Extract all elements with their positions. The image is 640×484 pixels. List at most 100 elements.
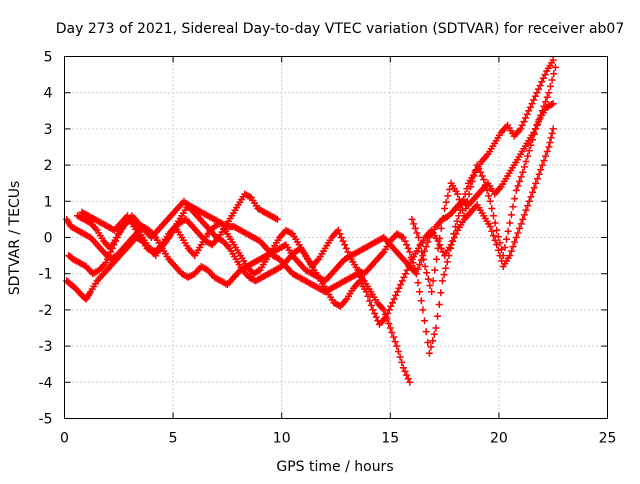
data-point xyxy=(395,284,403,292)
data-point-interp xyxy=(448,237,456,245)
y-tick-label: -1 xyxy=(39,267,53,283)
data-point-interp xyxy=(462,205,470,212)
data-point-interp xyxy=(401,367,409,375)
data-point-interp xyxy=(418,248,426,256)
y-tick-label: 2 xyxy=(44,158,53,174)
data-point-interp xyxy=(501,244,509,251)
data-point xyxy=(399,364,407,372)
data-point xyxy=(499,252,507,260)
data-point-interp xyxy=(470,172,478,180)
data-point-interp xyxy=(424,339,432,346)
y-tick-label: 4 xyxy=(44,86,53,102)
data-point-interp xyxy=(533,89,541,97)
data-point-interp xyxy=(405,263,413,270)
data-point-interp xyxy=(481,181,489,189)
data-point xyxy=(369,306,377,314)
data-point-interp xyxy=(548,76,556,84)
data-point-interp xyxy=(527,141,535,149)
data-point xyxy=(386,324,394,332)
data-point xyxy=(549,100,557,108)
data-point-interp xyxy=(404,244,412,252)
data-point-interp xyxy=(397,281,405,289)
data-point-interp xyxy=(339,237,347,245)
data-point-interp xyxy=(419,255,427,263)
data-point-interp xyxy=(429,337,437,345)
data-point xyxy=(406,248,414,256)
data-point-interp xyxy=(385,320,393,327)
data-point-interp xyxy=(511,238,519,246)
data-point-interp xyxy=(367,301,375,309)
data-point-interp xyxy=(534,175,541,183)
data-point-interp xyxy=(507,211,515,219)
data-point xyxy=(425,349,433,357)
data-point-interp xyxy=(494,233,502,241)
data-point-interp xyxy=(439,248,447,256)
data-point-interp xyxy=(516,177,523,185)
data-point-interp xyxy=(414,279,422,287)
y-tick-label: 3 xyxy=(44,122,53,138)
data-point xyxy=(445,252,453,260)
data-point xyxy=(525,147,533,155)
data-point-interp xyxy=(450,230,458,238)
data-point-interp xyxy=(522,158,530,165)
data-point-interp xyxy=(447,244,455,252)
data-point xyxy=(538,107,546,115)
data-point-interp xyxy=(388,329,396,336)
data-point xyxy=(382,313,390,321)
data-point-interp xyxy=(491,236,499,244)
data-point-interp xyxy=(455,196,463,203)
data-point-interp xyxy=(103,255,111,263)
data-point-interp xyxy=(540,157,548,165)
data-point-interp xyxy=(538,78,546,86)
data-point xyxy=(486,197,494,205)
data-point-interp xyxy=(439,215,447,222)
data-point-interp xyxy=(457,201,465,209)
data-point-interp xyxy=(398,277,406,285)
data-point-interp xyxy=(435,301,443,308)
x-tick-label: 10 xyxy=(273,431,291,447)
data-point-interp xyxy=(520,163,528,171)
data-point-interp xyxy=(346,252,354,260)
data-point-interp xyxy=(414,265,422,273)
data-point-interp xyxy=(537,166,545,174)
data-point xyxy=(538,161,546,169)
y-tick-label: -4 xyxy=(39,375,53,391)
data-point xyxy=(530,96,538,104)
data-point-interp xyxy=(431,266,439,274)
data-point xyxy=(480,176,488,184)
x-tick-label: 25 xyxy=(599,431,617,447)
data-point-interp xyxy=(446,186,453,193)
data-point xyxy=(389,299,396,307)
data-point-interp xyxy=(426,282,434,289)
data-point-interp xyxy=(393,288,401,296)
data-point xyxy=(549,125,557,133)
data-point xyxy=(512,234,520,241)
data-point-interp xyxy=(423,269,431,277)
data-point-interp xyxy=(403,371,411,379)
data-point-interp xyxy=(468,177,476,185)
data-point-interp xyxy=(522,206,530,214)
y-tick-label: 1 xyxy=(44,194,53,210)
data-point xyxy=(532,179,540,187)
data-point-interp xyxy=(429,277,437,285)
data-point-interp xyxy=(522,114,529,122)
data-point-interp xyxy=(436,234,444,242)
data-point xyxy=(393,342,401,350)
data-point-interp xyxy=(527,193,535,201)
data-point-interp xyxy=(490,212,497,220)
data-point-interp xyxy=(371,310,379,317)
data-point-interp xyxy=(496,239,504,247)
data-point-interp xyxy=(550,70,558,78)
data-point-interp xyxy=(424,238,432,246)
data-point xyxy=(408,215,416,223)
data-point-interp xyxy=(424,275,432,283)
data-point xyxy=(519,215,527,223)
data-point-interp xyxy=(537,111,545,119)
data-point-interp xyxy=(520,118,528,126)
data-point-interp xyxy=(337,234,345,241)
data-point-interp xyxy=(524,202,532,210)
data-point-interp xyxy=(540,102,548,110)
data-point-interp xyxy=(546,139,554,146)
y-tick-label: 5 xyxy=(44,50,53,66)
data-point xyxy=(532,125,540,133)
